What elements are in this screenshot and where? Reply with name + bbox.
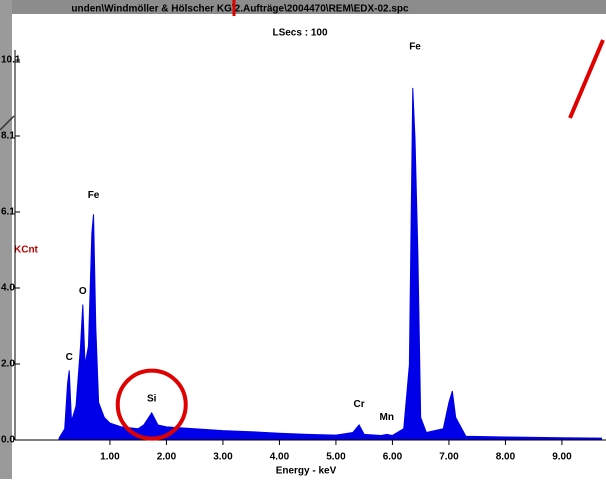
x-tick-label: 4.00 [270,452,290,463]
y-tick-label: 0.0 [1,435,15,446]
peak-label: C [66,352,73,363]
chart-title: unden\Windmöller & Hölscher KG\2.Aufträg… [71,4,409,15]
pointer-line [0,115,15,131]
red-arrow [568,39,605,119]
y-tick-label: 2.0 [1,359,15,370]
peak-label: Fe [409,41,421,52]
x-tick-label: 9.00 [552,452,572,463]
x-tick-label: 1.00 [100,452,120,463]
chart-subtitle: LSecs : 100 [272,28,327,39]
x-tick-label: 3.00 [213,452,233,463]
x-tick-label: 7.00 [439,452,459,463]
photo-strip [0,0,606,14]
x-axis-label: Energy - keV [276,466,337,477]
highlight-circle [115,368,188,441]
y-axis-label: KCnt [14,245,39,256]
y-tick-label: 6.1 [1,207,15,218]
x-tick-label: 6.00 [383,452,403,463]
left-strip [0,0,12,479]
peak-label: Mn [380,412,394,423]
spectrum [58,87,602,441]
y-tick-label: 10.1 [1,55,21,66]
x-tick-label: 8.00 [496,452,516,463]
peak-label: O [79,286,87,297]
x-tick-label: 2.00 [157,452,177,463]
y-tick-label: 4.0 [1,283,15,294]
plot-window [12,14,606,479]
y-tick-label: 8.1 [1,131,15,142]
peak-label: Cr [354,399,365,410]
peak-label: Fe [88,190,100,201]
peak-label: Si [147,393,157,404]
x-tick-label: 5.00 [326,452,346,463]
